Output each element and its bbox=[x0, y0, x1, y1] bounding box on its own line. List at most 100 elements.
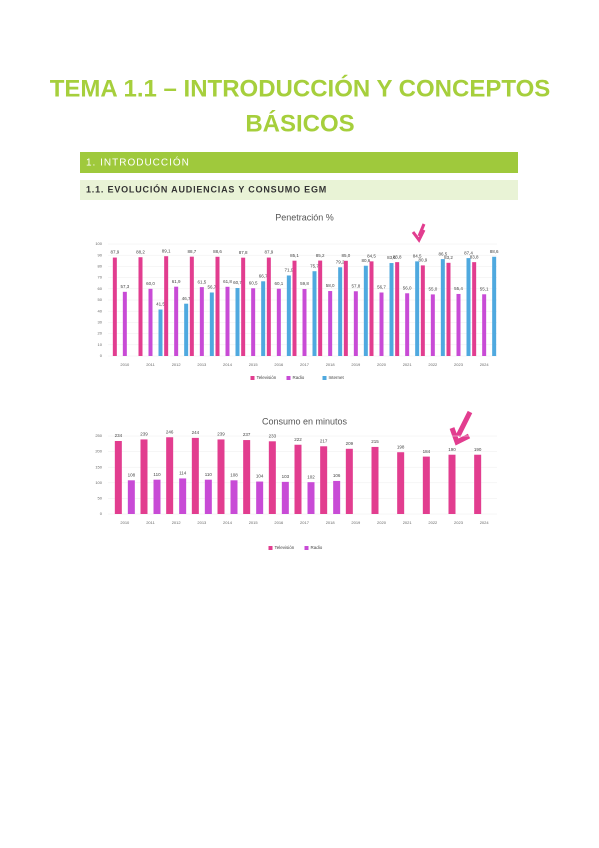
bar bbox=[389, 263, 394, 356]
bar bbox=[405, 293, 410, 356]
legend-label: Radio bbox=[311, 545, 323, 550]
data-label: 88,7 bbox=[187, 249, 196, 254]
data-label: 60,1 bbox=[274, 281, 283, 286]
bar bbox=[158, 309, 163, 356]
data-label: 41,5 bbox=[156, 302, 165, 307]
x-tick-label: 2018 bbox=[326, 362, 336, 367]
data-label: 85,2 bbox=[316, 253, 325, 258]
x-tick-label: 2012 bbox=[172, 520, 182, 525]
legend-label: Radio bbox=[293, 375, 305, 380]
x-tick-label: 2016 bbox=[274, 362, 284, 367]
bar bbox=[318, 260, 323, 356]
bar bbox=[122, 291, 127, 356]
bar bbox=[415, 261, 420, 356]
x-tick-label: 2014 bbox=[223, 362, 233, 367]
data-label: 87,8 bbox=[239, 250, 248, 255]
data-label: 55,1 bbox=[480, 286, 489, 291]
x-tick-label: 2014 bbox=[223, 520, 233, 525]
x-tick-label: 2015 bbox=[249, 362, 259, 367]
data-label: 61,5 bbox=[197, 279, 206, 284]
y-tick-label: 50 bbox=[98, 297, 103, 302]
legend-swatch bbox=[250, 376, 255, 380]
y-tick-label: 100 bbox=[95, 241, 102, 246]
y-tick-label: 100 bbox=[95, 480, 102, 485]
data-label: 56,0 bbox=[403, 285, 412, 290]
bar bbox=[281, 481, 289, 514]
subsection-bar bbox=[80, 180, 518, 200]
chart-title: Consumo en minutos bbox=[262, 416, 348, 426]
bar bbox=[363, 265, 368, 356]
bar bbox=[179, 478, 187, 514]
y-tick-label: 0 bbox=[100, 353, 103, 358]
y-tick-label: 20 bbox=[98, 331, 103, 336]
data-label: 104 bbox=[256, 474, 264, 479]
bar bbox=[422, 456, 430, 514]
data-label: 246 bbox=[166, 429, 174, 434]
y-tick-label: 60 bbox=[98, 286, 103, 291]
arrow bbox=[449, 410, 473, 446]
data-label: 55,4 bbox=[454, 286, 463, 291]
data-label: 83,2 bbox=[444, 255, 453, 260]
bar bbox=[474, 454, 482, 514]
data-label: 60,5 bbox=[249, 280, 258, 285]
bar bbox=[184, 303, 189, 356]
legend-label: Internet bbox=[329, 375, 345, 380]
y-tick-label: 200 bbox=[95, 449, 102, 454]
data-label: 237 bbox=[243, 432, 251, 437]
bar bbox=[261, 281, 266, 356]
data-label: 46,7 bbox=[182, 296, 191, 301]
bar bbox=[243, 440, 251, 514]
bar bbox=[343, 260, 348, 356]
bar bbox=[153, 479, 161, 514]
arrow bbox=[411, 223, 426, 243]
page-title: TEMA 1.1 – INTRODUCCIÓN Y CONCEPTOS bbox=[50, 74, 551, 102]
bar bbox=[397, 452, 405, 514]
bar bbox=[466, 258, 471, 356]
x-tick-label: 2023 bbox=[454, 520, 464, 525]
data-label: 222 bbox=[294, 437, 302, 442]
x-tick-label: 2021 bbox=[403, 362, 413, 367]
data-label: 86,5 bbox=[438, 251, 447, 256]
bar bbox=[112, 257, 117, 356]
bar bbox=[294, 444, 302, 514]
data-label: 244 bbox=[192, 430, 200, 435]
x-tick-label: 2019 bbox=[351, 520, 361, 525]
x-tick-label: 2019 bbox=[351, 362, 361, 367]
data-label: 55,0 bbox=[428, 287, 437, 292]
data-label: 184 bbox=[423, 449, 431, 454]
data-label: 60,7 bbox=[233, 280, 242, 285]
data-label: 59,8 bbox=[300, 281, 309, 286]
data-label: 190 bbox=[474, 447, 482, 452]
x-tick-label: 2016 bbox=[274, 520, 284, 525]
data-label: 66,7 bbox=[259, 273, 268, 278]
data-label: 57,3 bbox=[120, 284, 129, 289]
bar bbox=[235, 288, 240, 356]
bar bbox=[456, 293, 461, 356]
data-label: 110 bbox=[153, 472, 161, 477]
y-tick-label: 70 bbox=[98, 275, 103, 280]
data-label: 114 bbox=[179, 471, 187, 476]
bar bbox=[448, 454, 456, 514]
data-label: 190 bbox=[448, 447, 456, 452]
x-tick-label: 2024 bbox=[480, 520, 490, 525]
bar bbox=[276, 288, 281, 356]
bar bbox=[345, 448, 353, 514]
data-label: 80,6 bbox=[361, 258, 370, 263]
bar bbox=[440, 259, 445, 356]
data-label: 103 bbox=[282, 474, 290, 479]
bar bbox=[225, 286, 230, 356]
data-label: 56,7 bbox=[377, 285, 386, 290]
data-label: 60,0 bbox=[146, 281, 155, 286]
y-tick-label: 10 bbox=[98, 342, 103, 347]
bar bbox=[204, 479, 212, 514]
bar bbox=[333, 480, 341, 514]
section-heading: 1. INTRODUCCIÓN bbox=[86, 156, 190, 169]
data-label: 233 bbox=[269, 433, 277, 438]
x-tick-label: 2018 bbox=[326, 520, 336, 525]
bar bbox=[395, 262, 400, 356]
bar bbox=[420, 265, 425, 356]
data-label: 57,8 bbox=[351, 283, 360, 288]
bar bbox=[492, 256, 497, 356]
bar bbox=[338, 267, 343, 356]
